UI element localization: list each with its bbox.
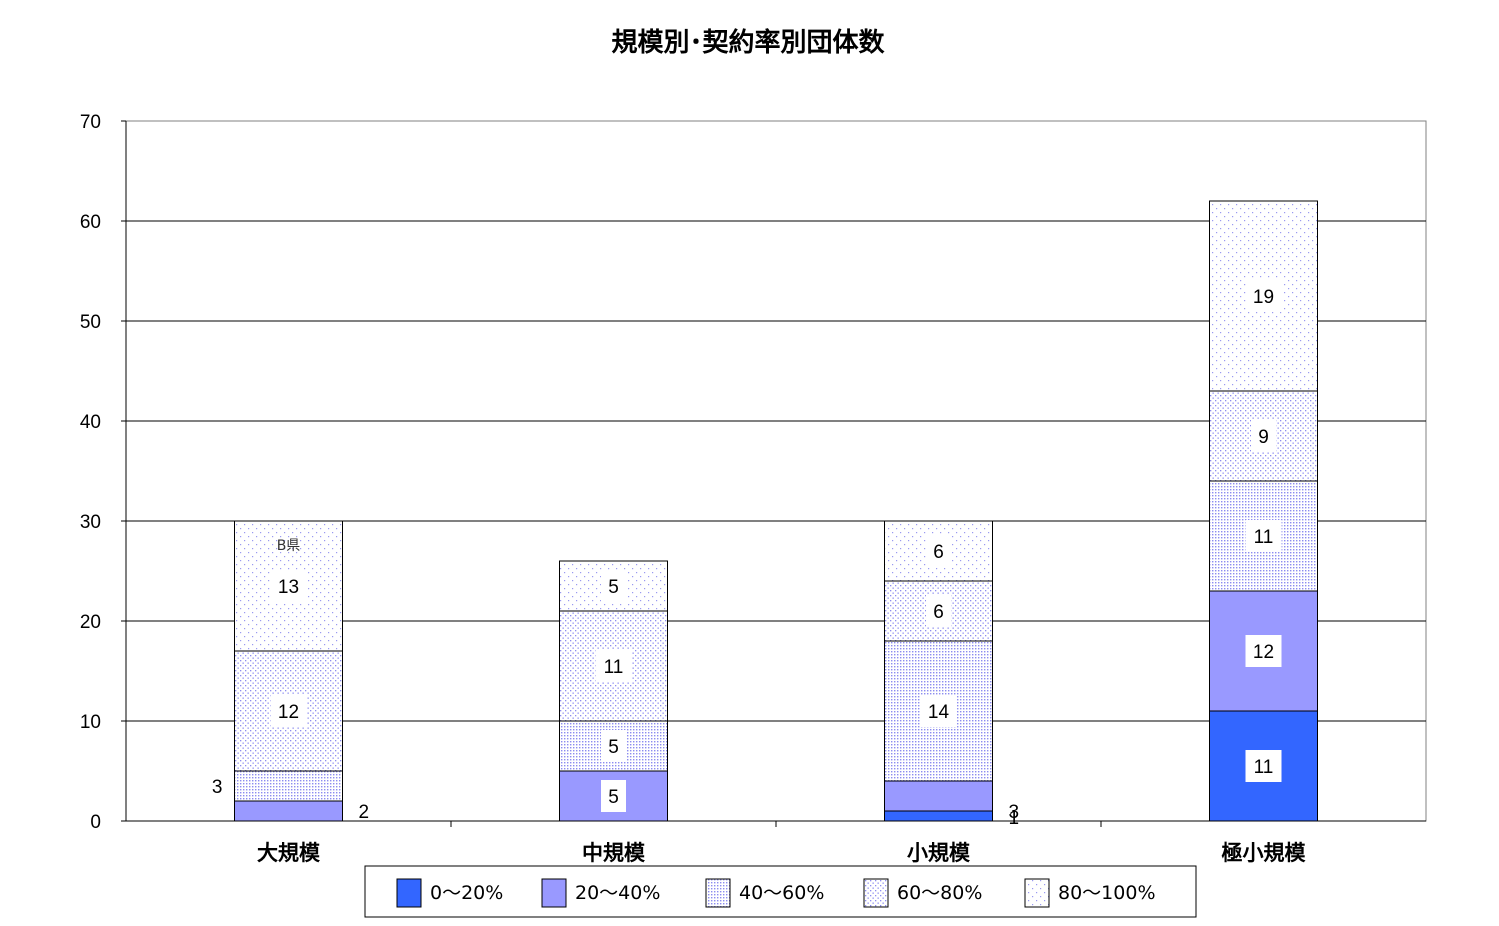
y-tick-label: 60 (80, 212, 101, 233)
data-label-bg (270, 695, 307, 727)
data-label-bg (926, 535, 951, 567)
legend-swatch (1024, 878, 1050, 908)
data-label-bg (1245, 520, 1282, 552)
data-label: 5 (608, 577, 619, 598)
data-label: 11 (604, 657, 624, 678)
legend-label: 20～40% (575, 882, 660, 904)
chart-title: 規模別･契約率別団体数 (611, 27, 885, 58)
bar-segment (884, 780, 993, 812)
bar-segment (884, 810, 993, 822)
data-label-bg (926, 595, 951, 627)
data-label: 12 (1253, 642, 1274, 663)
legend-label: 60～80% (897, 882, 982, 904)
y-tick-label: 20 (80, 612, 101, 633)
legend-label: 40～60% (739, 882, 824, 904)
legend-swatch (863, 878, 889, 908)
legend-swatch (541, 878, 567, 908)
data-label-bg (920, 695, 957, 727)
data-label: 13 (278, 577, 299, 598)
x-category-label: 大規模 (257, 841, 321, 865)
legend-box (364, 865, 1197, 918)
data-label: 14 (928, 702, 950, 723)
data-label-bg (601, 730, 626, 762)
data-label: 3 (1009, 802, 1020, 823)
data-label: 12 (278, 702, 299, 723)
y-tick-label: 40 (80, 412, 101, 433)
data-label: 5 (608, 787, 619, 808)
data-label: 2 (359, 802, 370, 823)
y-tick-label: 70 (80, 112, 101, 133)
y-tick-label: 10 (80, 712, 101, 733)
data-label: 11 (1254, 527, 1274, 548)
data-label: 6 (933, 602, 944, 623)
plot-area: 010203040506070231213大規模55115中規模131466小規… (80, 112, 1427, 865)
legend-swatch (705, 878, 731, 908)
x-category-label: 中規模 (582, 841, 646, 865)
data-label: 6 (933, 542, 944, 563)
legend-label: 80～100% (1058, 882, 1156, 904)
legend-swatch (396, 878, 422, 908)
data-label: 11 (1254, 757, 1274, 778)
data-label: 5 (608, 737, 619, 758)
data-label: 19 (1253, 287, 1274, 308)
y-tick-label: 0 (90, 812, 101, 833)
data-label-bg (601, 780, 626, 812)
legend-label: 0～20% (430, 882, 503, 904)
data-label-bg (1245, 280, 1282, 312)
data-label-bg (1245, 635, 1282, 667)
annotation-label: B県 (277, 538, 301, 554)
data-label-bg (595, 650, 632, 682)
y-tick-label: 50 (80, 312, 101, 333)
data-label: 9 (1258, 427, 1269, 448)
x-category-label: 極小規模 (1222, 841, 1307, 865)
data-label-bg (1245, 750, 1282, 782)
data-label-bg (1251, 420, 1276, 452)
x-category-label: 小規模 (907, 841, 971, 865)
data-label-bg (601, 570, 626, 602)
bar-segment (234, 770, 343, 802)
data-label: 1 (1009, 808, 1020, 829)
y-tick-label: 30 (80, 512, 101, 533)
legend: 0～20% 20～40% 40～60% 60～80% 80～100% (364, 865, 1197, 918)
data-label-bg (270, 570, 307, 602)
bar-segment (234, 800, 343, 822)
data-label: 3 (212, 777, 223, 798)
